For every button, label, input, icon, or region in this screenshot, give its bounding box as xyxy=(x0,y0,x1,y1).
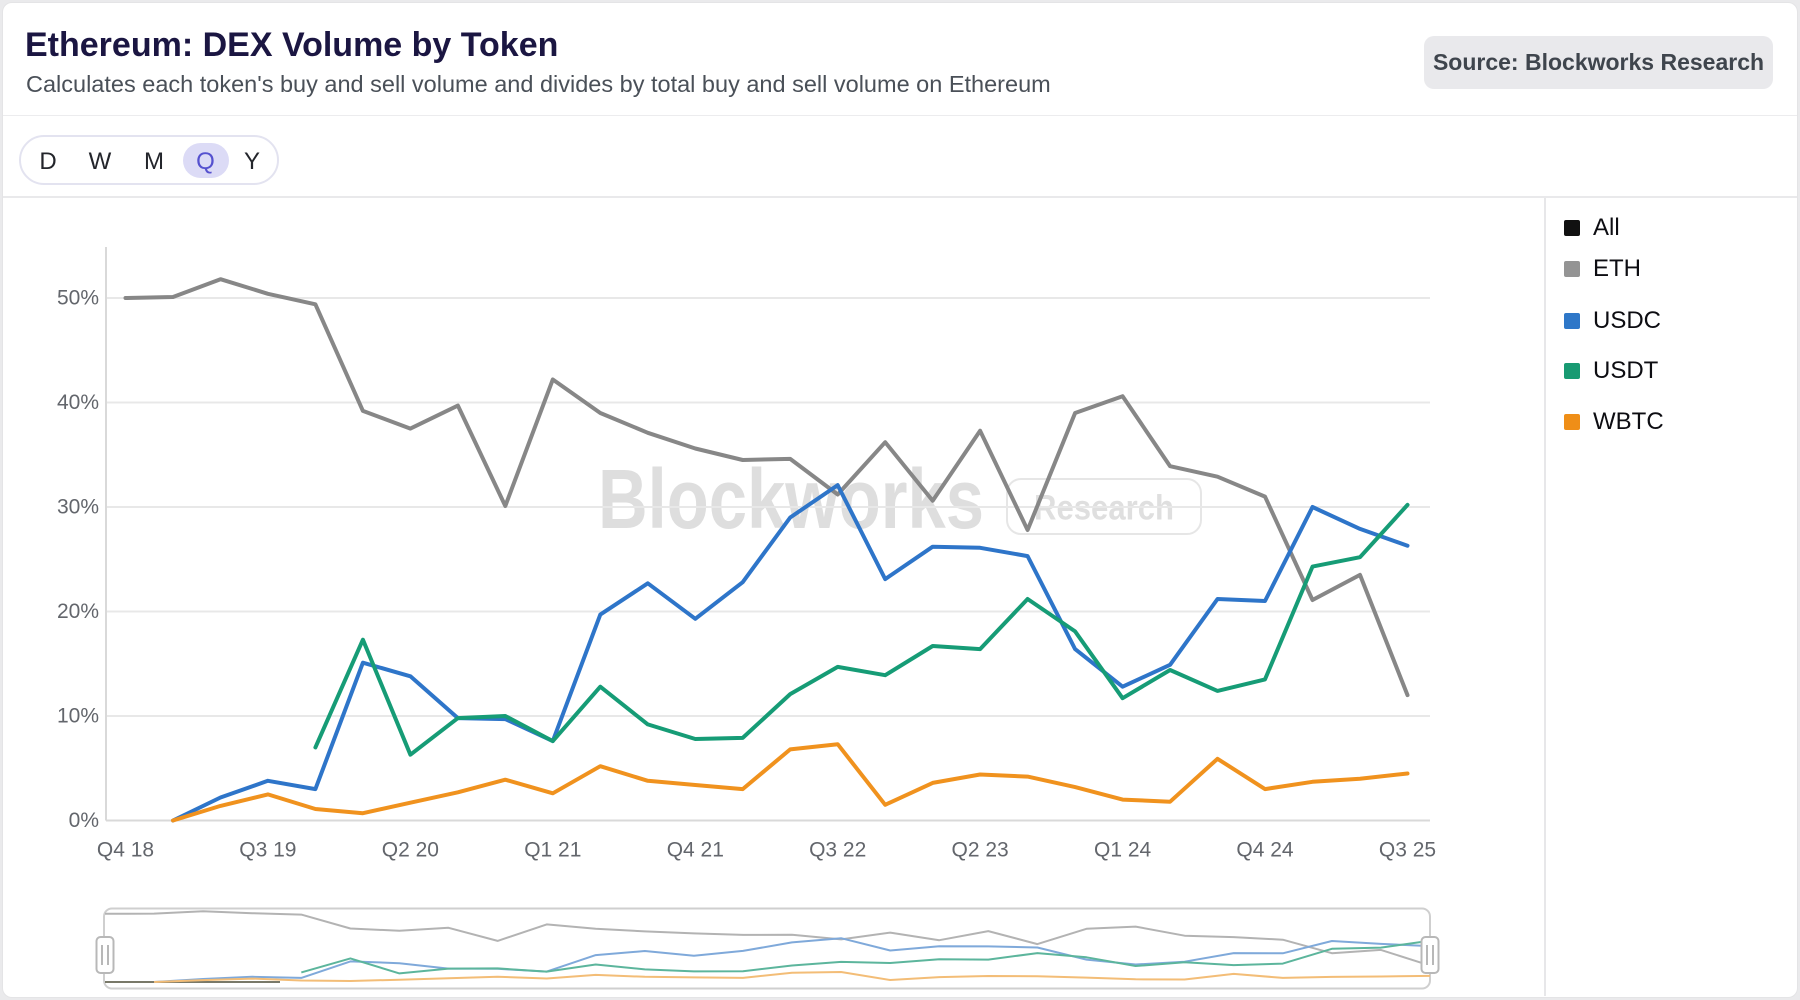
svg-text:20%: 20% xyxy=(57,600,99,623)
svg-text:Q3 22: Q3 22 xyxy=(809,839,866,862)
svg-text:Q2 20: Q2 20 xyxy=(382,839,439,862)
svg-text:0%: 0% xyxy=(69,809,99,832)
svg-text:Q4 18: Q4 18 xyxy=(97,839,154,862)
svg-text:30%: 30% xyxy=(57,496,99,519)
svg-text:Q4 24: Q4 24 xyxy=(1236,839,1294,862)
svg-text:50%: 50% xyxy=(57,287,99,310)
svg-text:Q1 24: Q1 24 xyxy=(1094,839,1152,862)
svg-text:Blockworks: Blockworks xyxy=(598,452,984,546)
svg-text:10%: 10% xyxy=(57,705,99,728)
svg-text:Q3 19: Q3 19 xyxy=(239,839,296,862)
svg-text:40%: 40% xyxy=(57,391,99,414)
svg-text:Q3 25: Q3 25 xyxy=(1379,839,1436,862)
svg-text:Q2 23: Q2 23 xyxy=(951,839,1008,862)
svg-text:Q4 21: Q4 21 xyxy=(667,839,724,862)
svg-text:Q1 21: Q1 21 xyxy=(524,839,581,862)
